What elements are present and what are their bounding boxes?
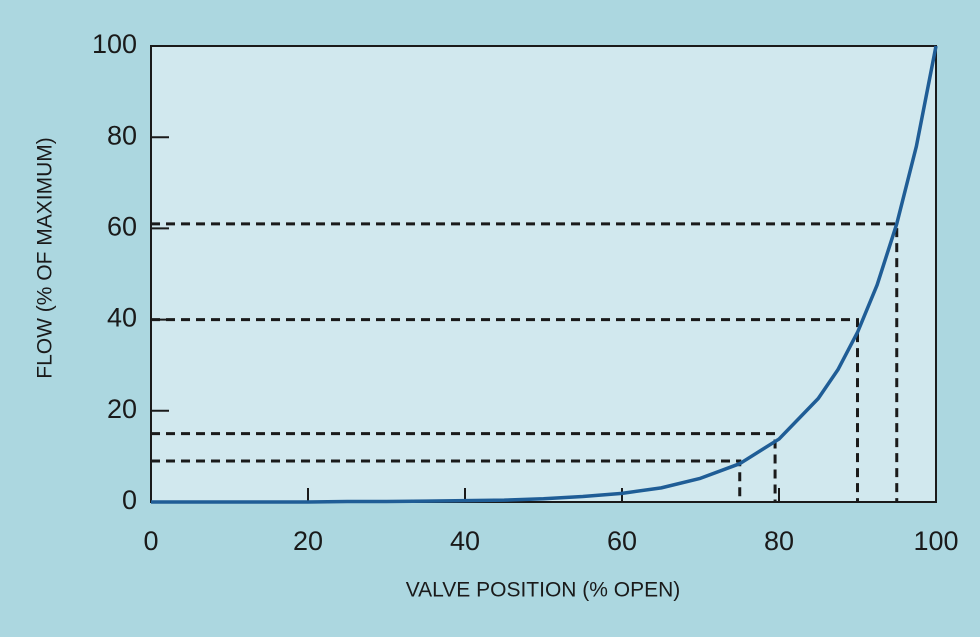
- guide-line: [151, 318, 859, 502]
- guide-line: [151, 459, 742, 502]
- plot-area: [150, 45, 937, 503]
- guide-line: [151, 222, 899, 502]
- y-tick-label: 80: [107, 120, 137, 150]
- y-tick-label: 60: [107, 212, 137, 242]
- y-tick-label: 100: [92, 29, 137, 59]
- line-series: [151, 45, 938, 504]
- x-tick-label: 80: [764, 526, 794, 556]
- y-axis-label: FLOW (% OF MAXIMUM): [34, 137, 57, 378]
- x-tick-label: 20: [293, 526, 323, 556]
- x-tick-label: 100: [913, 526, 958, 556]
- y-tick-label: 40: [107, 303, 137, 333]
- x-tick-label: 0: [143, 526, 158, 556]
- y-tick-label: 20: [107, 394, 137, 424]
- x-tick-label: 60: [607, 526, 637, 556]
- y-tick-label: 0: [122, 485, 137, 515]
- x-tick-label: 40: [450, 526, 480, 556]
- x-axis-label: VALVE POSITION (% OPEN): [406, 579, 681, 602]
